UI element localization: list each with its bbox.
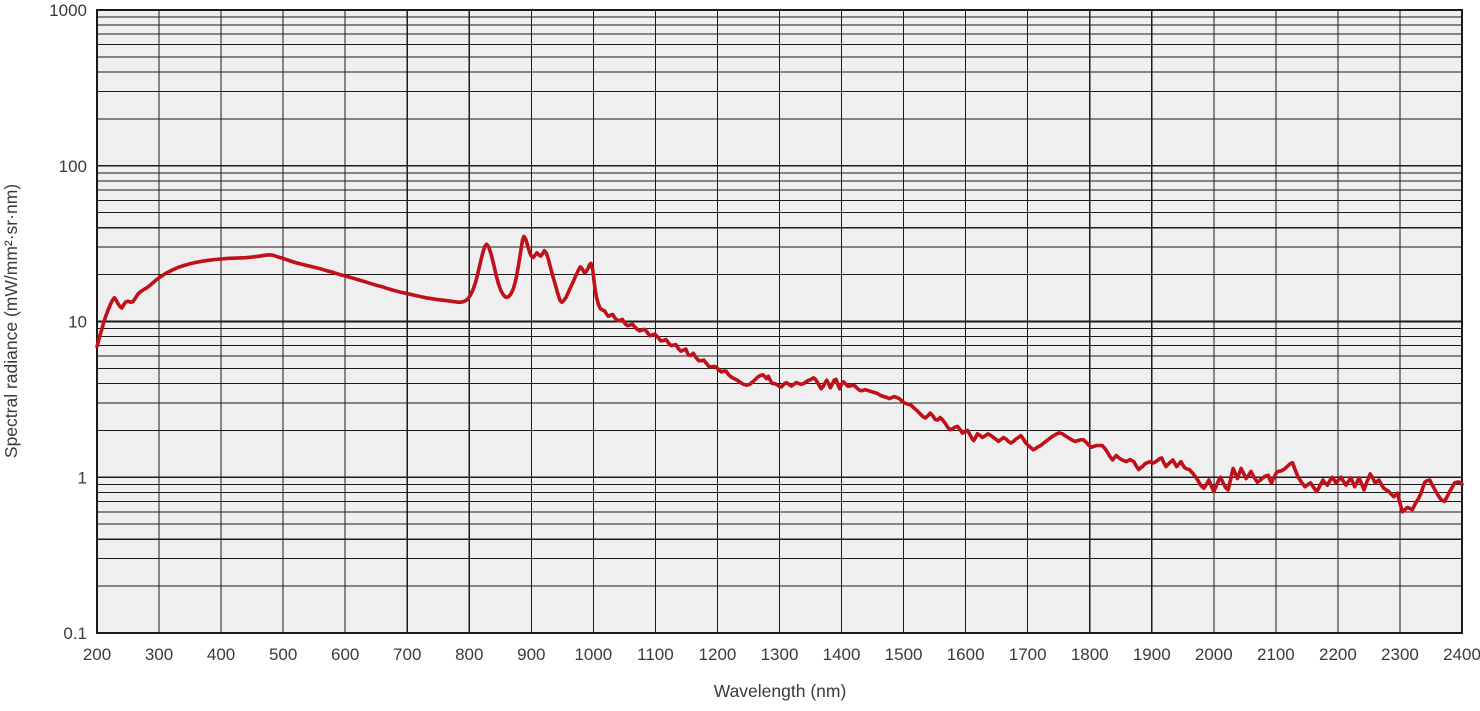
x-tick-label: 1900: [1133, 645, 1171, 664]
x-tick-label: 1700: [1009, 645, 1047, 664]
x-tick-label: 1400: [823, 645, 861, 664]
y-tick-label: 1: [78, 468, 87, 487]
plot-border: [95, 8, 1464, 635]
x-tick-label: 1500: [885, 645, 923, 664]
spectral-radiance-curve: [95, 234, 1464, 514]
x-tick-label: 1100: [637, 645, 674, 664]
x-axis-title: Wavelength (nm): [714, 681, 847, 701]
x-tick-label: 2300: [1381, 645, 1419, 664]
x-tick-label: 2400: [1443, 645, 1480, 664]
x-tick-label: 2000: [1195, 645, 1233, 664]
x-tick-label: 1800: [1071, 645, 1109, 664]
x-tick-label: 500: [269, 645, 297, 664]
x-tick-label: 600: [331, 645, 359, 664]
x-tick-label: 2200: [1319, 645, 1357, 664]
x-tick-label: 1600: [947, 645, 985, 664]
y-tick-label: 100: [59, 157, 87, 176]
y-tick-labels: 0.1 1 10 100 1000: [49, 1, 87, 643]
x-tick-label: 2100: [1257, 645, 1295, 664]
y-tick-label: 1000: [49, 1, 87, 20]
x-tick-label: 300: [145, 645, 173, 664]
y-tick-label: 10: [68, 313, 87, 332]
x-tick-label: 900: [517, 645, 545, 664]
x-tick-label: 1000: [574, 645, 612, 664]
x-tick-label: 800: [455, 645, 483, 664]
x-tick-label: 1300: [761, 645, 799, 664]
x-tick-label: 1200: [699, 645, 737, 664]
y-tick-label: 0.1: [63, 624, 87, 643]
x-tick-label: 400: [207, 645, 235, 664]
x-tick-labels: 200 300 400 500 600 700 800 900 1000 1100 1200 1300…: [83, 645, 1480, 664]
x-tick-label: 700: [393, 645, 421, 664]
x-tick-label: 200: [83, 645, 111, 664]
y-axis-title: Spectral radiance (mW/mm²·sr·nm): [1, 184, 21, 458]
